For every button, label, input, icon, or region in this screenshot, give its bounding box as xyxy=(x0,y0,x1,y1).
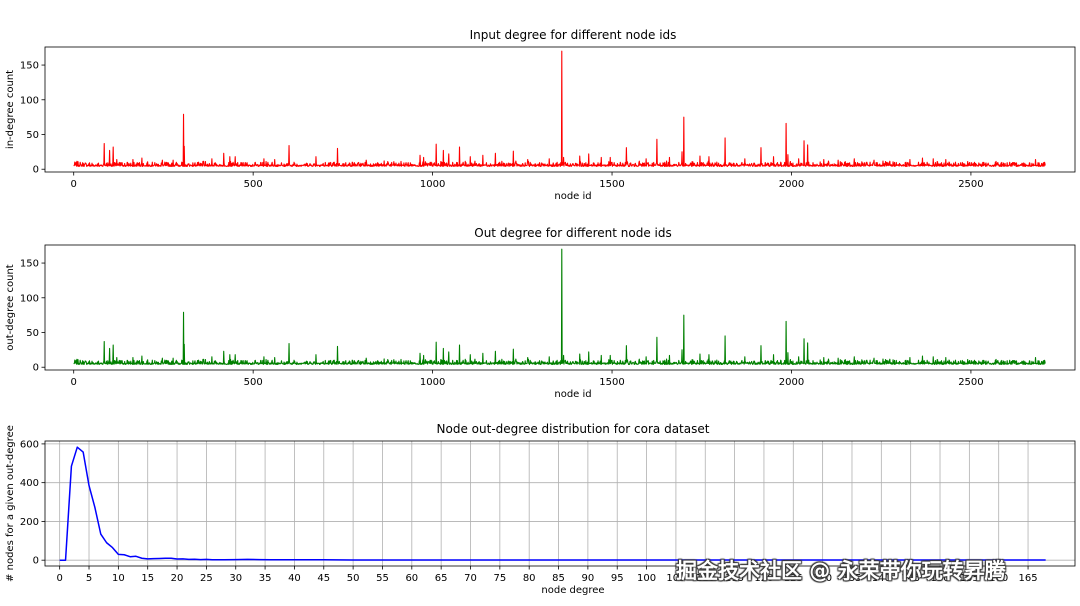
x-tick-label: 0 xyxy=(71,179,77,190)
y-tick-label: 200 xyxy=(20,517,39,528)
x-tick-label: 1500 xyxy=(599,377,624,388)
x-tick-label: 125 xyxy=(784,573,803,584)
y-tick-label: 100 xyxy=(20,95,39,106)
x-tick-label: 165 xyxy=(1019,573,1038,584)
x-tick-label: 1000 xyxy=(420,377,445,388)
x-tick-label: 90 xyxy=(582,573,595,584)
x-axis-label: node degree xyxy=(541,585,604,596)
watermark-text: 掘金技术社区 @ 永荣带你玩转昇腾 xyxy=(676,559,1006,583)
y-tick-label: 400 xyxy=(20,478,39,489)
axes-frame xyxy=(44,46,1076,173)
x-tick-label: 2500 xyxy=(958,377,983,388)
x-tick-label: 105 xyxy=(666,573,685,584)
x-tick-label: 115 xyxy=(725,573,744,584)
x-tick-label: 135 xyxy=(842,573,861,584)
series-line xyxy=(59,446,1046,561)
x-tick-label: 140 xyxy=(872,573,891,584)
x-tick-label: 120 xyxy=(754,573,773,584)
x-tick-label: 0 xyxy=(56,573,62,584)
chart-panel-3: 0 5 10 15 20 25 30 35 40 45 50 55 60 65 70 75 80 85 90 95 10… xyxy=(5,422,1076,596)
x-tick-label: 100 xyxy=(637,573,656,584)
x-tick-label: 35 xyxy=(259,573,272,584)
x-tick-label: 30 xyxy=(229,573,242,584)
x-tick-label: 95 xyxy=(611,573,624,584)
y-tick-label: 600 xyxy=(20,439,39,450)
x-tick-label: 2500 xyxy=(958,179,983,190)
y-tick-label: 50 xyxy=(26,328,39,339)
x-tick-label: 1000 xyxy=(420,179,445,190)
chart-panel-2: 0 500 1000 1500 2000 2500 0 50 100 150 Out degree … xyxy=(5,226,1076,400)
x-tick-label: 50 xyxy=(347,573,360,584)
x-tick-label: 80 xyxy=(523,573,536,584)
chart-title: Input degree for different node ids xyxy=(470,28,677,42)
x-tick-label: 2000 xyxy=(779,179,804,190)
x-tick-label: 45 xyxy=(317,573,330,584)
y-tick-label: 50 xyxy=(26,130,39,141)
x-tick-label: 75 xyxy=(493,573,506,584)
y-tick-label: 100 xyxy=(20,293,39,304)
x-axis-label: node id xyxy=(554,389,591,400)
x-tick-label: 20 xyxy=(171,573,184,584)
x-tick-label: 2000 xyxy=(779,377,804,388)
y-axis-label: out-degree count xyxy=(5,264,16,351)
x-tick-label: 85 xyxy=(552,573,565,584)
y-tick-label: 0 xyxy=(33,165,39,176)
x-tick-label: 500 xyxy=(244,377,263,388)
x-tick-label: 130 xyxy=(813,573,832,584)
y-tick-label: 0 xyxy=(33,363,39,374)
axes-frame xyxy=(44,440,1076,567)
x-tick-label: 160 xyxy=(989,573,1008,584)
x-tick-label: 0 xyxy=(71,377,77,388)
x-tick-label: 500 xyxy=(244,179,263,190)
x-tick-label: 1500 xyxy=(599,179,624,190)
chart-title: Node out-degree distribution for cora da… xyxy=(437,422,710,436)
y-tick-label: 150 xyxy=(20,61,39,72)
series-line xyxy=(73,50,1046,167)
series-line xyxy=(73,248,1046,365)
x-tick-label: 55 xyxy=(376,573,389,584)
y-tick-label: 150 xyxy=(20,259,39,270)
x-tick-label: 15 xyxy=(141,573,154,584)
x-tick-label: 25 xyxy=(200,573,213,584)
axes-frame xyxy=(44,244,1076,371)
y-tick-label: 0 xyxy=(33,556,39,567)
x-tick-label: 150 xyxy=(930,573,949,584)
x-tick-label: 60 xyxy=(405,573,418,584)
x-axis-label: node id xyxy=(554,191,591,202)
chart-panel-1: 0 500 1000 1500 2000 2500 0 50 100 150 Input degre… xyxy=(5,28,1076,202)
y-axis-label: in-degree count xyxy=(5,70,16,149)
x-tick-label: 155 xyxy=(960,573,979,584)
x-tick-label: 10 xyxy=(112,573,125,584)
x-tick-label: 40 xyxy=(288,573,301,584)
x-tick-label: 145 xyxy=(901,573,920,584)
x-tick-label: 110 xyxy=(696,573,715,584)
x-tick-label: 5 xyxy=(86,573,92,584)
y-axis-label: # nodes for a given out-degree xyxy=(5,425,16,582)
chart-title: Out degree for different node ids xyxy=(474,226,672,240)
x-tick-label: 70 xyxy=(464,573,477,584)
x-tick-label: 65 xyxy=(435,573,448,584)
